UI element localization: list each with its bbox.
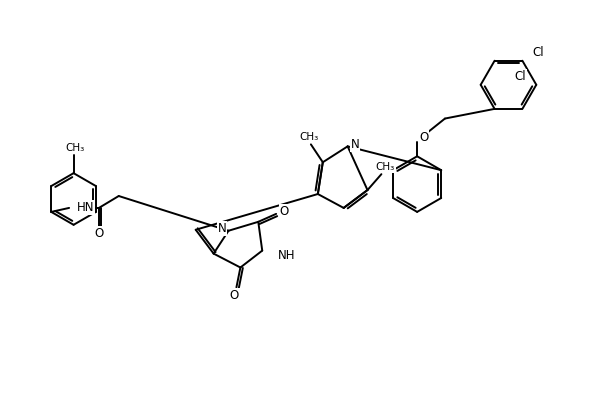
Text: O: O <box>230 289 239 302</box>
Text: N: N <box>218 222 227 235</box>
Text: Cl: Cl <box>533 46 544 59</box>
Text: N: N <box>350 138 359 151</box>
Text: NH: NH <box>278 249 296 262</box>
Text: Cl: Cl <box>515 71 527 84</box>
Text: O: O <box>279 205 289 218</box>
Text: CH₃: CH₃ <box>299 132 318 142</box>
Text: O: O <box>94 227 104 240</box>
Text: CH₃: CH₃ <box>376 162 395 172</box>
Text: HN: HN <box>77 201 94 214</box>
Text: O: O <box>419 131 428 144</box>
Text: CH₃: CH₃ <box>65 143 84 153</box>
